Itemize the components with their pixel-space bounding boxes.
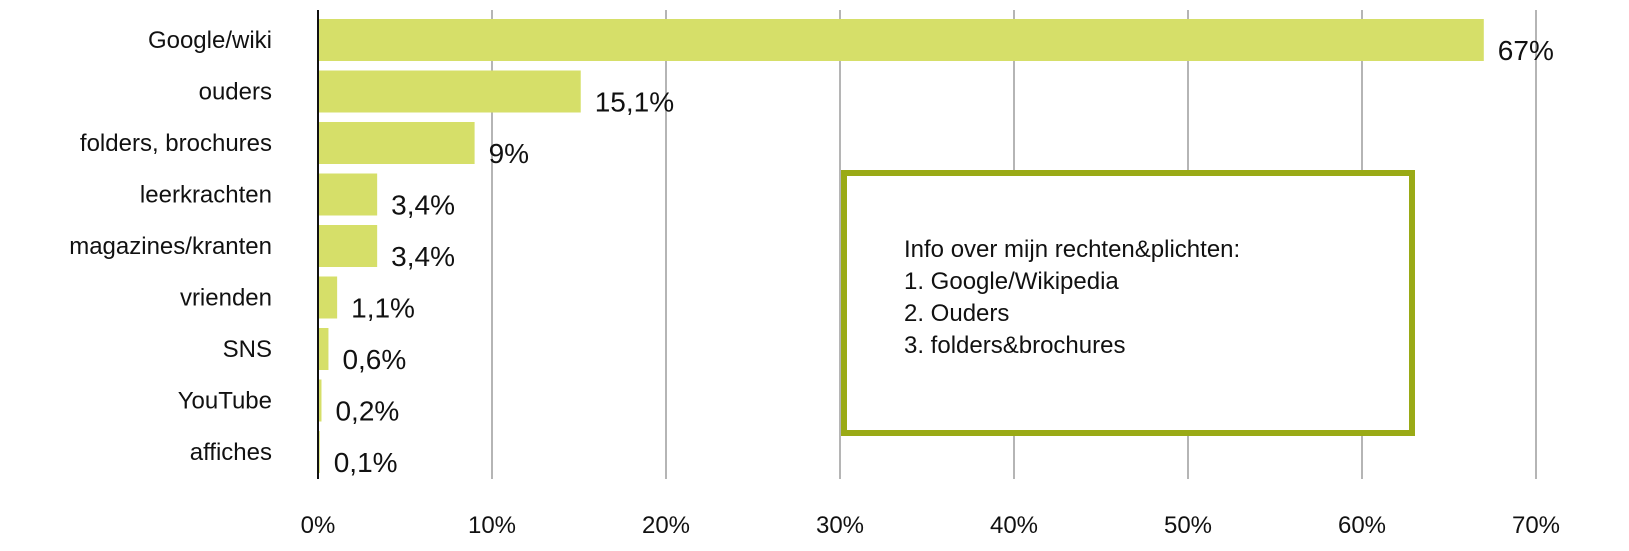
- category-label: magazines/kranten: [69, 233, 272, 260]
- x-tick-label: 60%: [1338, 512, 1386, 539]
- bars: [318, 19, 1484, 473]
- bar: [318, 225, 378, 267]
- data-label: 3,4%: [391, 190, 455, 221]
- annotation-line-title: Info over mijn rechten&plichten:: [904, 236, 1241, 263]
- data-label: 1,1%: [351, 293, 415, 324]
- bar: [318, 379, 322, 422]
- data-label: 0,6%: [342, 344, 406, 375]
- x-tick-label: 70%: [1512, 512, 1560, 539]
- annotation-box: Info over mijn rechten&plichten: 1. Goog…: [841, 170, 1415, 436]
- bar: [318, 70, 581, 113]
- data-label: 67%: [1498, 35, 1554, 66]
- category-label: Google/wiki: [148, 27, 272, 54]
- data-label: 0,2%: [335, 396, 399, 427]
- bar: [318, 19, 1484, 61]
- data-label: 15,1%: [595, 87, 674, 118]
- bar: [318, 173, 378, 216]
- x-tick-label: 20%: [642, 512, 690, 539]
- category-label: leerkrachten: [140, 182, 272, 209]
- annotation-line-2: 2. Ouders: [904, 300, 1010, 327]
- labels: 0% 10% 20% 30% 40% 50% 60% 70% Google/wiki 67% oud…: [69, 27, 1560, 539]
- category-label: folders, brochures: [80, 130, 272, 157]
- data-label: 0,1%: [334, 447, 398, 478]
- category-label: SNS: [223, 336, 272, 363]
- x-tick-label: 30%: [816, 512, 864, 539]
- annotation-line-3: 3. folders&brochures: [904, 332, 1126, 359]
- category-label: YouTube: [178, 388, 272, 415]
- data-label: 3,4%: [391, 241, 455, 272]
- bar: [318, 122, 475, 164]
- x-tick-label: 0%: [301, 512, 336, 539]
- x-tick-label: 40%: [990, 512, 1038, 539]
- category-label: affiches: [190, 439, 272, 466]
- bar: [318, 276, 338, 319]
- category-label: ouders: [199, 79, 272, 106]
- bar: [318, 328, 329, 370]
- x-tick-label: 10%: [468, 512, 516, 539]
- x-tick-label: 50%: [1164, 512, 1212, 539]
- data-label: 9%: [489, 138, 529, 169]
- annotation-line-1: 1. Google/Wikipedia: [904, 268, 1119, 295]
- annotation-text: Info over mijn rechten&plichten: 1. Goog…: [904, 234, 1399, 362]
- category-label: vrienden: [180, 285, 272, 312]
